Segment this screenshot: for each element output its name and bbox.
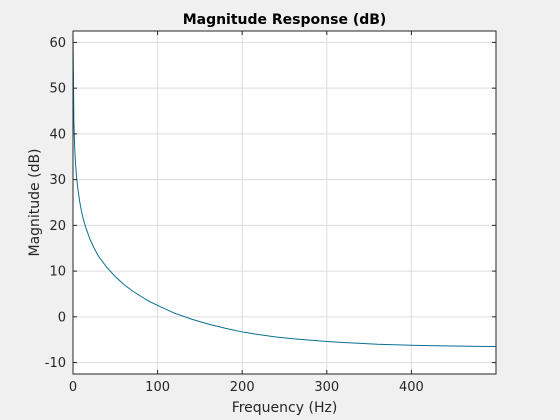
y-tick-label: 20 — [49, 219, 66, 234]
y-axis-label: Magnitude (dB) — [27, 148, 43, 256]
y-tick-label: 60 — [49, 36, 66, 51]
chart-title: Magnitude Response (dB) — [183, 12, 387, 28]
x-tick-label: 200 — [230, 380, 255, 395]
series-layer — [72, 33, 497, 348]
grid-lines — [72, 31, 496, 374]
y-tick-label: 50 — [49, 82, 66, 97]
y-tick-label: 0 — [58, 310, 66, 325]
x-tick-label: 300 — [314, 380, 339, 395]
x-tick-label: 100 — [145, 380, 170, 395]
x-tick-label: 400 — [399, 380, 424, 395]
y-tick-label: 10 — [49, 265, 66, 280]
plot-border — [72, 30, 497, 375]
magnitude-series-line — [72, 33, 497, 348]
plot-area — [73, 31, 496, 374]
y-tick-label: -10 — [45, 356, 66, 371]
x-axis-label: Frequency (Hz) — [232, 400, 338, 416]
y-tick-label: 30 — [49, 173, 66, 188]
x-tick-label: 0 — [69, 380, 77, 395]
y-tick-label: 40 — [49, 127, 66, 142]
